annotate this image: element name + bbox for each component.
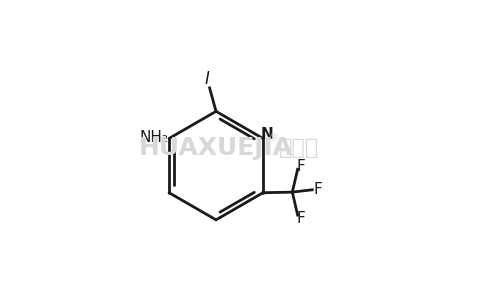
Text: 化学加: 化学加 [279,138,319,158]
Text: F: F [314,182,322,197]
Text: HUAXUEJIA: HUAXUEJIA [138,136,293,160]
Text: F: F [297,160,306,174]
Text: I: I [205,70,210,88]
Text: F: F [297,211,306,226]
Text: ®: ® [268,133,278,143]
Text: NH₂: NH₂ [139,130,168,145]
Text: N: N [260,128,273,142]
